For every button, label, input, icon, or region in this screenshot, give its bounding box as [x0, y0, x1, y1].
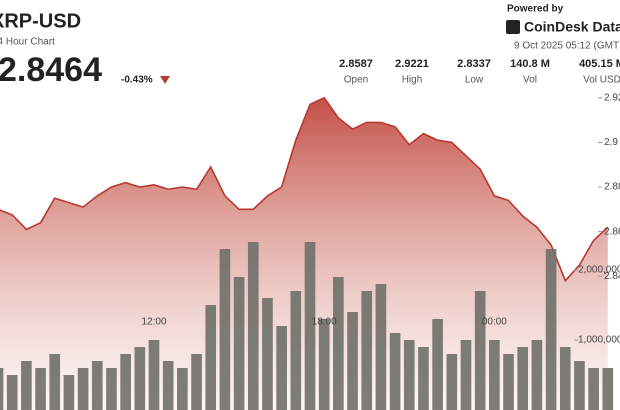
volume-bar	[304, 242, 316, 410]
powered-by: Powered by	[507, 4, 564, 15]
volume-bar	[460, 340, 472, 410]
volume-bar	[602, 368, 614, 410]
volume-bar	[134, 347, 146, 410]
volume-bar	[559, 347, 571, 410]
volume-bar	[375, 284, 387, 410]
date: 9 Oct 2025 05:12 (GMT	[514, 41, 619, 52]
stat-label: Vol USD	[583, 75, 620, 86]
volume-bar	[49, 354, 61, 410]
y2-tick-label: 1,000,000	[578, 335, 620, 346]
y2-tick-label: 2,000,000	[578, 265, 620, 276]
volume-bar	[63, 375, 75, 410]
y-tick-label: 2.88	[604, 182, 620, 193]
volume-bar	[91, 361, 103, 410]
volume-bar	[35, 368, 46, 410]
volume-bar	[503, 354, 514, 410]
volume-bar	[418, 347, 429, 410]
stat-value: 2.9221	[395, 58, 429, 70]
stat-value: 2.8587	[339, 58, 373, 70]
volume-bar	[389, 333, 401, 410]
stat-label: Low	[465, 75, 484, 86]
volume-bar	[361, 291, 373, 410]
stat-label: High	[402, 75, 423, 86]
volume-bar	[489, 340, 500, 410]
x-tick-label: 12:00	[141, 317, 166, 328]
volume-bar	[21, 361, 32, 410]
volume-bar	[545, 249, 557, 410]
volume-bar	[219, 249, 231, 410]
y-tick-label: 2.9	[604, 137, 618, 148]
stat-label: Vol	[523, 75, 537, 86]
volume-bar	[77, 368, 89, 410]
y-tick-label: 2.92	[604, 92, 620, 103]
price-line	[0, 96, 609, 283]
plot-area	[0, 96, 614, 410]
volume-bar	[106, 368, 117, 410]
volume-bar	[347, 312, 358, 410]
volume-bar	[588, 368, 599, 410]
volume-bar	[191, 354, 202, 410]
volume-bar	[403, 340, 415, 410]
stat-label: Open	[344, 75, 368, 86]
volume-bar	[432, 319, 443, 410]
down-arrow	[160, 76, 170, 84]
volume-bar	[446, 354, 458, 410]
volume-bar	[517, 347, 529, 410]
volume-bar	[120, 354, 131, 410]
volume-bar	[333, 277, 344, 410]
volume-bar	[6, 375, 18, 410]
volume-bar	[531, 340, 543, 410]
source-name: CoinDesk Data	[524, 19, 620, 35]
chart-title: XRP-USD	[0, 10, 81, 32]
volume-bar	[574, 361, 585, 410]
change: -0.43%	[121, 75, 153, 86]
volume-bar	[148, 340, 160, 410]
price-area	[0, 97, 608, 410]
volume-bar	[162, 361, 174, 410]
y-tick-label: 2.84	[604, 271, 620, 282]
volume-bar	[262, 298, 273, 410]
volume-bar	[290, 291, 302, 410]
stat-value: 405.15 M	[579, 58, 620, 70]
x-tick-label: 00:00	[482, 317, 507, 328]
logo	[506, 20, 520, 34]
volume-bar	[247, 242, 259, 410]
volume-bar	[474, 291, 486, 410]
stat-value: 140.8 M	[510, 58, 550, 70]
stat-value: 2.8337	[457, 58, 491, 70]
volume-bar	[276, 326, 287, 410]
x-tick-label: 18:00	[312, 317, 337, 328]
volume-bar	[233, 277, 245, 410]
volume-bar	[205, 305, 217, 410]
volume-bar	[0, 368, 4, 410]
volume-bar	[318, 319, 330, 410]
volume-bar	[177, 368, 188, 410]
y-tick-label: 2.86	[604, 226, 620, 237]
chart-subtitle: 24 Hour Chart	[0, 37, 55, 48]
price: 2.8464	[0, 51, 102, 89]
